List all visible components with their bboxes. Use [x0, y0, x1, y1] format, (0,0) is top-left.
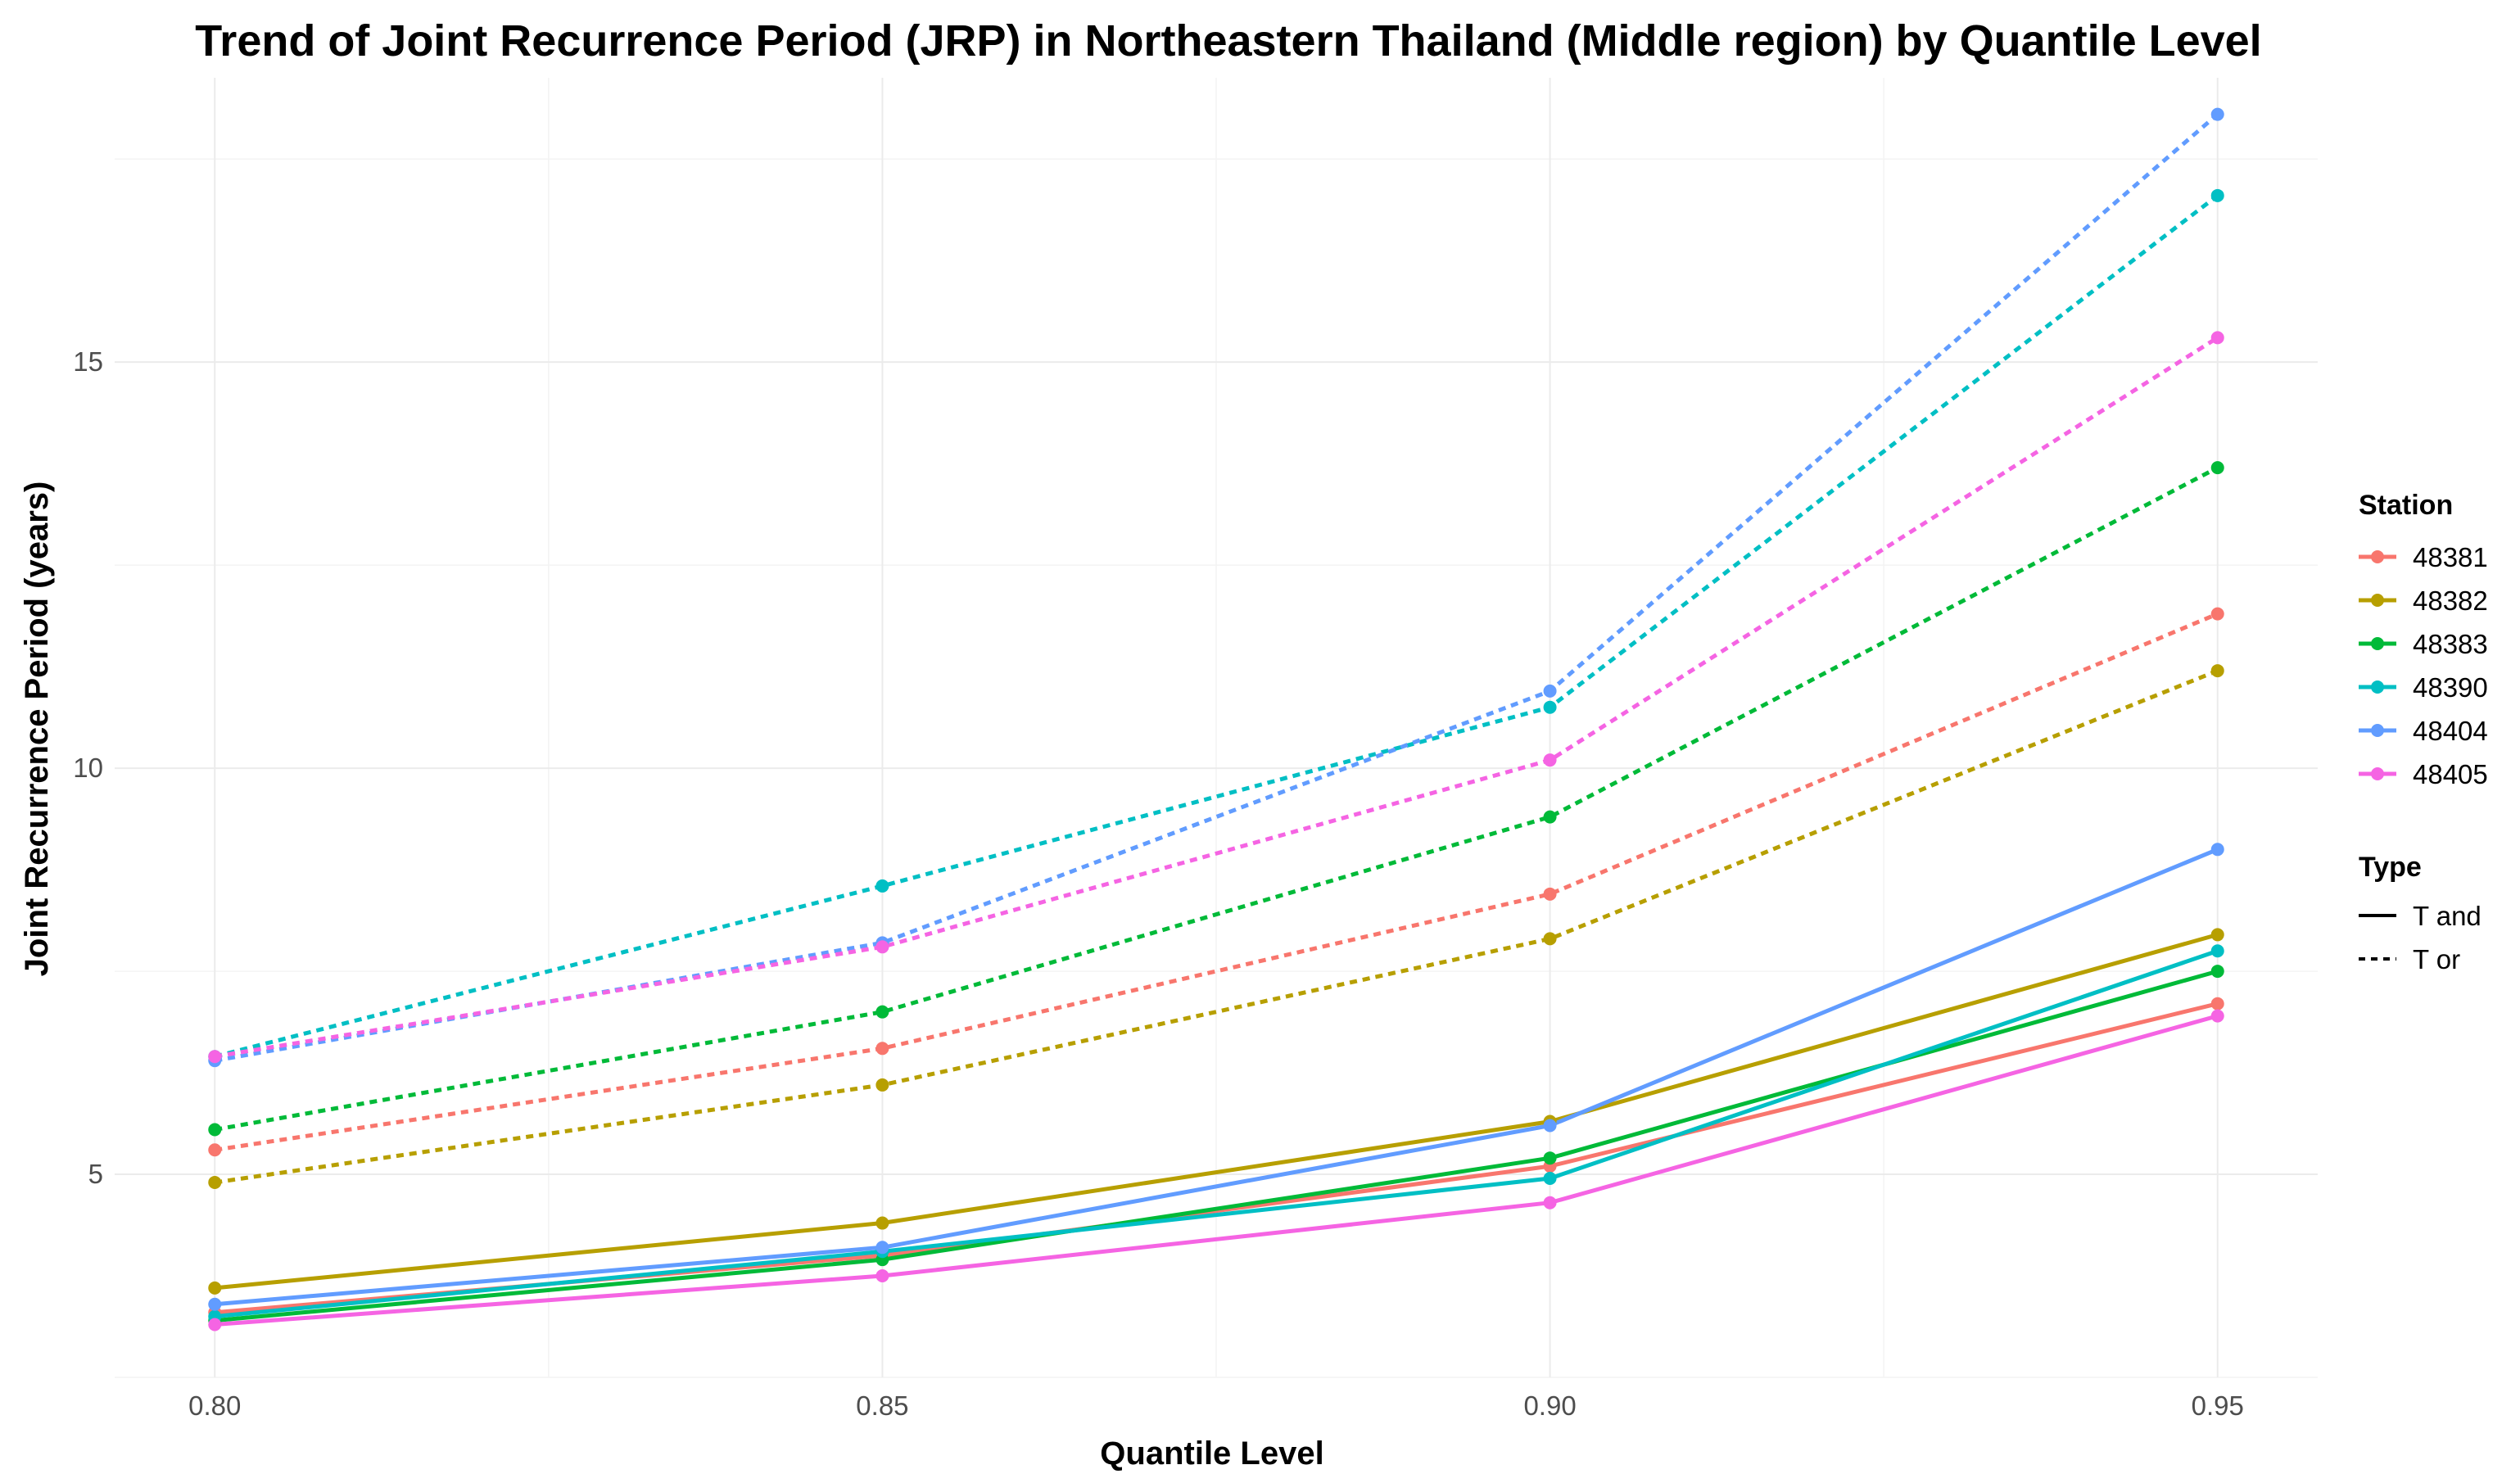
data-point-48404-t-and: [1543, 1119, 1557, 1133]
legend-label-type: T or: [2413, 944, 2460, 974]
y-tick-label: 10: [73, 753, 103, 783]
data-point-48390-t-or: [875, 879, 889, 893]
y-axis-title: Joint Recurrence Period (years): [19, 482, 55, 977]
data-point-48405-t-and: [2210, 1009, 2224, 1023]
series-lines: [214, 112, 2219, 1327]
series-line-48405-t-or: [214, 336, 2219, 1059]
legend-title-station: Station: [2359, 490, 2453, 521]
data-point-48390-t-and: [2210, 944, 2224, 958]
data-point-48390-t-or: [1543, 700, 1557, 714]
axes: 0.80 0.85 0.90 0.95 5 10 15: [73, 346, 2244, 1421]
data-point-48405-t-and: [875, 1269, 889, 1283]
data-point-48405-t-or: [875, 940, 889, 954]
data-point-48405-t-or: [208, 1050, 222, 1064]
y-tick-label: 15: [73, 346, 103, 377]
series-line-48390-t-and: [215, 948, 2219, 1319]
data-point-48390-t-and: [1543, 1171, 1557, 1185]
legend-key-point-48382: [2371, 594, 2384, 607]
data-point-48405-t-or: [1543, 753, 1557, 767]
data-point-48382-t-and: [875, 1216, 889, 1230]
chart-title: Trend of Joint Recurrence Period (JRP) i…: [195, 16, 2261, 66]
legend: Station Type 48381 48382 48383 48390 48404 48…: [2359, 490, 2488, 974]
series-line-48404-t-and: [215, 847, 2219, 1307]
data-point-48382-t-or: [2210, 664, 2224, 678]
legend-key-point-48383: [2371, 637, 2384, 650]
data-point-48383-t-or: [2210, 461, 2224, 475]
x-tick-label: 0.95: [2192, 1390, 2244, 1421]
data-point-48381-t-and: [2210, 997, 2224, 1011]
grid: [115, 78, 2318, 1378]
legend-label-48383: 48383: [2413, 629, 2488, 659]
x-axis-title: Quantile Level: [1100, 1436, 1323, 1472]
data-point-48405-t-and: [1543, 1196, 1557, 1209]
x-tick-label: 0.85: [856, 1390, 908, 1421]
x-tick-label: 0.80: [188, 1390, 241, 1421]
legend-label-48405: 48405: [2413, 759, 2488, 789]
legend-label-48404: 48404: [2413, 716, 2488, 746]
legend-key-point-48405: [2371, 767, 2384, 780]
data-point-48404-t-and: [2210, 843, 2224, 857]
data-point-48381-t-or: [875, 1042, 889, 1056]
data-point-48383-t-or: [875, 1005, 889, 1019]
data-point-48382-t-or: [875, 1078, 889, 1092]
series-points: [208, 107, 2224, 1332]
data-point-48381-t-or: [208, 1143, 222, 1157]
data-point-48382-t-and: [208, 1281, 222, 1295]
series-line-48390-t-or: [214, 193, 2219, 1059]
data-point-48404-t-or: [2210, 107, 2224, 121]
series-line-48382-t-or: [214, 668, 2219, 1185]
data-point-48383-t-or: [208, 1123, 222, 1137]
data-point-48404-t-and: [875, 1241, 889, 1255]
y-tick-label: 5: [88, 1159, 103, 1189]
data-point-48382-t-and: [2210, 928, 2224, 942]
legend-label-48382: 48382: [2413, 586, 2488, 616]
data-point-48382-t-or: [208, 1175, 222, 1189]
data-point-48382-t-or: [1543, 932, 1557, 946]
data-point-48381-t-or: [1543, 887, 1557, 901]
data-point-48404-t-or: [1543, 684, 1557, 698]
data-point-48405-t-and: [208, 1318, 222, 1332]
legend-key-point-48404: [2371, 724, 2384, 737]
series-line-48381-t-or: [214, 612, 2219, 1152]
x-tick-label: 0.90: [1523, 1390, 1576, 1421]
series-line-48383-t-or: [214, 465, 2219, 1132]
data-point-48390-t-or: [2210, 188, 2224, 202]
data-point-48383-t-and: [1543, 1151, 1557, 1165]
series-line-48382-t-and: [215, 932, 2219, 1291]
data-point-48405-t-or: [2210, 331, 2224, 345]
legend-label-type: T and: [2413, 901, 2482, 931]
data-point-48381-t-or: [2210, 607, 2224, 621]
legend-label-48390: 48390: [2413, 672, 2488, 703]
data-point-48404-t-and: [208, 1297, 222, 1311]
data-point-48383-t-and: [2210, 965, 2224, 979]
legend-title-type: Type: [2359, 852, 2422, 883]
legend-key-point-48381: [2371, 550, 2384, 563]
data-point-48383-t-or: [1543, 810, 1557, 824]
legend-key-point-48390: [2371, 680, 2384, 694]
legend-label-48381: 48381: [2413, 542, 2488, 572]
series-line-48405-t-and: [215, 1014, 2219, 1327]
